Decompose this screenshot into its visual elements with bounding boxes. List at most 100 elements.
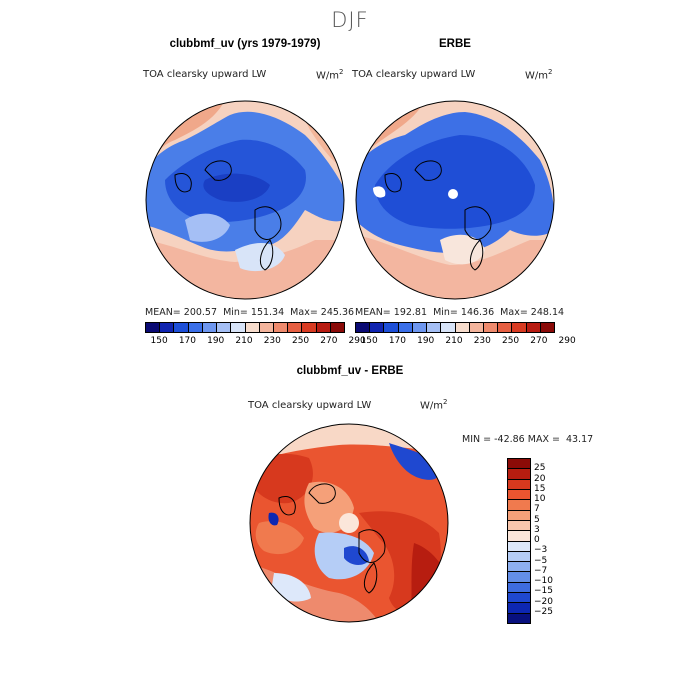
panel3-colorbar-swatch — [508, 562, 530, 573]
panel3-colorbar-swatch — [508, 603, 530, 614]
panel1-colorbar — [145, 322, 345, 333]
panel3-colorbar-swatch — [508, 593, 530, 604]
panel2-title: ERBE — [439, 38, 471, 50]
panel3-colorbar — [507, 458, 531, 624]
panel1-units-label: W/m2 — [316, 68, 343, 81]
panel2-colorbar-swatch — [469, 323, 484, 332]
panel2-colorbar-tick-label: 230 — [473, 336, 491, 346]
panel3-colorbar-tick-label: 10 — [534, 494, 546, 504]
panel2-warm-bottom — [356, 235, 554, 299]
panel1-colorbar-tick-label: 170 — [178, 336, 197, 346]
panel3-map-border — [249, 423, 449, 623]
panel1-colorbar-swatch — [259, 323, 274, 332]
panel3-colorbar-tick-label: 0 — [534, 535, 540, 545]
panel1-colorbar-tick-label: 230 — [263, 336, 281, 346]
panel2-colorbar-swatch — [540, 323, 555, 332]
panel2-stats: MEAN= 192.81 Min= 146.36 Max= 248.14 — [355, 307, 565, 318]
panel2-colorbar-swatch — [412, 323, 428, 332]
panel3-colorbar-tick-label: −25 — [534, 606, 553, 617]
panel1-title: clubbmf_uv (yrs 1979-1979) — [169, 38, 321, 50]
panel1-variable-label: TOA clearsky upward LW — [143, 69, 267, 80]
panel2-map-border — [355, 100, 555, 300]
panel3-units-base: W/m — [420, 400, 443, 412]
panel3-colorbar-tick-label: −10 — [534, 576, 553, 586]
panel2-units-exp: 2 — [548, 68, 553, 76]
panel2-colorbar-swatch — [483, 323, 499, 332]
panel3-colorbar-tick-label: −5 — [534, 555, 548, 566]
panel2-colorbar-tick-label: 210 — [445, 336, 463, 346]
panel3-coastlines — [278, 483, 386, 594]
panel1-stats: MEAN= 200.57 Min= 151.34 Max= 245.36 — [145, 307, 355, 318]
panel3-colorbar-swatch — [508, 489, 530, 501]
panel3-colorbar-swatch — [508, 479, 530, 490]
panel3-colorbar-swatch — [508, 459, 530, 470]
panel1-colorbar-swatch — [174, 323, 189, 332]
panel1-colorbar-swatch — [231, 323, 246, 332]
panel2-colorbar-swatch — [370, 323, 385, 332]
panel1-colorbar-swatch — [330, 323, 345, 332]
panel3-colorbar-swatch — [508, 500, 530, 511]
panel2-colorbar-tick-label: 190 — [417, 336, 435, 346]
panel1-colorbar-swatch — [302, 323, 317, 332]
panel1-colorbar-tick-label: 290 — [348, 336, 366, 346]
panel3-units-label: W/m2 — [420, 398, 447, 411]
panel2-colorbar-tick-label: 290 — [558, 336, 576, 346]
panel1-colorbar-tick-label: 190 — [207, 336, 225, 346]
panel1-colorbar-swatch — [273, 323, 289, 332]
panel2-colorbar — [355, 322, 555, 333]
panel3-colorbar-tick-label: 5 — [534, 514, 540, 525]
panel3-pole-region — [339, 513, 359, 533]
panel1-colorbar-tick-label: 210 — [235, 336, 253, 346]
panel2-coldest-region — [375, 135, 535, 229]
panel1-coastlines — [174, 160, 282, 271]
panel3-colorbar-tick-label: 7 — [534, 504, 540, 515]
panel1-units-exp: 2 — [339, 68, 344, 76]
panel3-colorbar-swatch — [508, 510, 530, 521]
panel1-map-border — [145, 100, 345, 300]
panel3-map — [249, 423, 449, 623]
panel3-colorbar-tick-label: −15 — [534, 586, 553, 597]
panel1-units-base: W/m — [316, 70, 339, 82]
panel2-colorbar-ticks: 150 170 190 210 230 250 270 290 — [355, 336, 576, 348]
panel2-map — [355, 100, 555, 300]
panel3-blue-core — [344, 546, 369, 565]
panel2-colorbar-swatch — [526, 323, 541, 332]
panel2-colorbar-swatch — [441, 323, 456, 332]
panel2-colorbar-swatch — [498, 323, 513, 332]
panel3-colorbar-swatch — [508, 520, 530, 532]
panel3-colorbar-tick-label: −3 — [534, 545, 548, 556]
panel1-colorbar-swatch — [245, 323, 260, 332]
panel1-colorbar-swatch — [316, 323, 331, 332]
panel3-colorbar-swatch — [508, 582, 530, 594]
panel2-colorbar-swatch — [455, 323, 470, 332]
panel3-colorbar-tick-label: −20 — [534, 596, 553, 607]
panel2-colorbar-tick-label: 170 — [388, 336, 407, 346]
panel3-colorbar-tick-label: 20 — [534, 473, 546, 484]
panel3-orange-left — [255, 521, 304, 555]
panel3-colorbar-tick-label: −7 — [534, 565, 548, 576]
panel3-colorbar-swatch — [508, 469, 530, 480]
panel3-colorbar-ticks: 25 20 15 10 7 5 3 0 −3 −5 −7 −10 −15 −20 −25 — [534, 458, 574, 622]
panel1-map — [145, 100, 345, 300]
panel2-colorbar-tick-label: 150 — [360, 336, 378, 346]
panel3-colorbar-swatch — [508, 613, 530, 623]
panel2-colorbar-tick-label: 270 — [530, 336, 548, 346]
panel1-colorbar-tick-label: 150 — [150, 336, 168, 346]
panel1-colorbar-swatch — [288, 323, 303, 332]
panel3-units-exp: 2 — [443, 398, 448, 406]
panel1-colorbar-swatch — [202, 323, 218, 332]
panel3-variable-label: TOA clearsky upward LW — [248, 400, 372, 411]
panel3-colorbar-swatch — [508, 541, 530, 552]
panel1-colorbar-swatch — [160, 323, 175, 332]
panel2-units-base: W/m — [525, 70, 548, 82]
panel3-colorbar-swatch — [508, 551, 530, 563]
panel1-colorbar-swatch — [188, 323, 203, 332]
panel2-variable-label: TOA clearsky upward LW — [352, 69, 476, 80]
panel3-colorbar-swatch — [508, 531, 530, 542]
panel3-blue-topright — [389, 443, 441, 480]
panel2-pole-gap — [448, 189, 458, 199]
panel2-coastlines — [384, 160, 492, 271]
panel1-colorbar-tick-label: 250 — [291, 336, 310, 346]
panel2-pale-patch — [440, 234, 485, 265]
panel3-colorbar-swatch — [508, 572, 530, 583]
